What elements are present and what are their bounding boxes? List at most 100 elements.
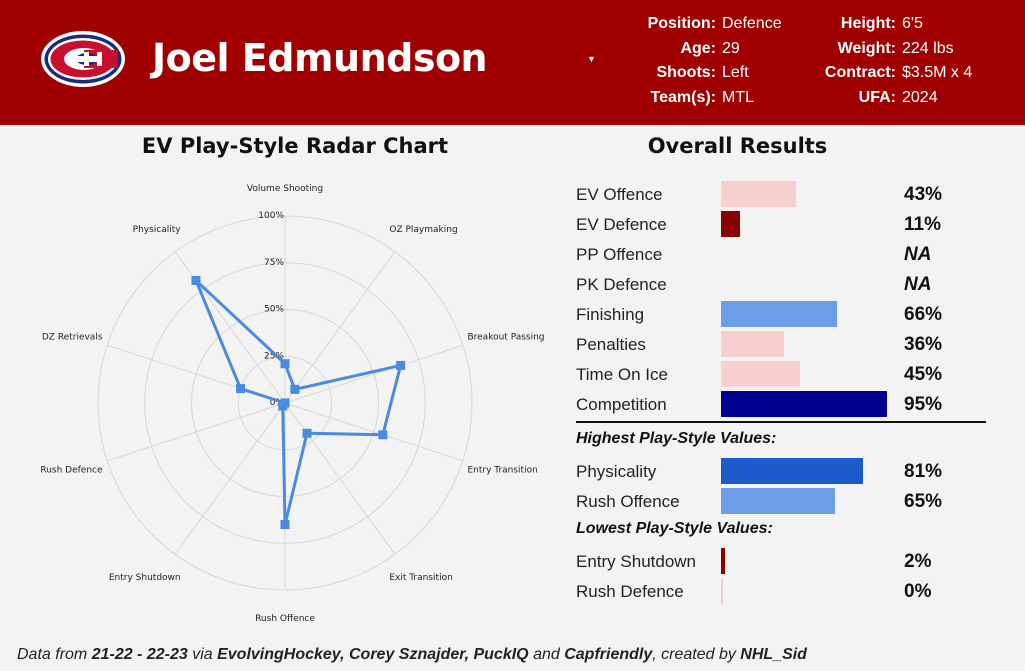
radar-data-point [396,360,406,370]
results-row-value: 0% [904,581,932,602]
age-value: 29 [722,39,740,57]
footer-text-1: Data from [17,646,92,663]
radar-axis-label: Physicality [133,225,182,235]
contract-value: $3.5M x 4 [902,64,973,81]
results-row-label: Penalties [576,335,646,354]
radar-tick-label: 0% [270,398,285,408]
results-bar [721,361,800,387]
radar-axis-label: DZ Retrievals [42,333,103,343]
footer-text-2: via [187,646,218,663]
results-row-label: Entry Shutdown [576,552,697,571]
ufa-label: UFA: [858,88,896,106]
radar-data-point [290,384,300,394]
radar-data-point [236,384,246,394]
player-bio-left: Position: Defence Age: 29 Shoots: Left Team… [620,12,782,110]
results-row: EV Defence 11% [576,210,986,240]
radar-data-point [280,520,290,530]
footer-seasons: 21-22 - 22-23 [91,646,188,663]
results-row: Penalties 36% [576,330,986,360]
footer-text-3: and [528,646,565,663]
results-bar [721,578,723,604]
results-section-heading: Highest Play-Style Values: [576,430,777,447]
results-bar [721,458,863,484]
radar-axis-label: OZ Playmaking [389,225,457,235]
results-row-label: Physicality [576,462,657,481]
radar-axis-label: Entry Shutdown [109,573,181,583]
results-row-value: 2% [904,551,932,572]
weight-value: 224 lbs [902,39,954,57]
results-row-value: 65% [904,491,943,512]
results-row-label: PP Offence [576,245,663,264]
results-row-value: 43% [904,184,943,205]
radar-spoke [284,402,396,555]
results-bar [721,181,797,207]
results-row: Competition 95% [576,390,986,420]
results-row-label: Finishing [576,305,645,324]
results-row-label: EV Offence [576,185,663,204]
results-row-value: 36% [904,334,943,355]
results-section-heading: Lowest Play-Style Values: [576,520,773,537]
player-header: Joel Edmundson ▼ Position: Defence Age: 29… [0,0,1025,125]
results-row: EV Offence 43% [576,180,986,210]
height-label: Height: [840,15,896,32]
teams-label: Team(s): [650,88,717,106]
results-row-label: EV Defence [576,215,667,234]
radar-tick-label: 75% [264,258,284,268]
position-value: Defence [722,15,782,32]
radar-spoke [284,344,464,404]
footer-text-4: , created by [652,646,741,663]
radar-axis-label: Rush Offence [255,614,315,624]
results-row: PK Defence NA [576,270,986,300]
results-bar [721,391,888,417]
results-divider [576,421,986,423]
results-bar [721,211,741,237]
radar-axis-label: Breakout Passing [467,333,544,343]
results-row: Finishing 66% [576,300,986,330]
footer-source-last: Capfriendly [564,646,653,663]
radar-spoke [106,402,286,462]
footer-credits: Data from 21-22 - 22-23 via EvolvingHock… [17,646,807,664]
age-label: Age: [680,39,716,57]
results-row-value: NA [904,274,932,295]
results-row-value: 81% [904,461,943,482]
results-row: PP Offence NA [576,240,986,270]
results-row: Rush Defence 0% [576,577,986,607]
radar-chart-title: EV Play-Style Radar Chart [141,134,449,158]
radar-tick-label: 100% [258,211,284,221]
height-value: 6'5 [902,15,923,32]
position-label: Position: [647,15,716,32]
contract-label: Contract: [824,64,896,81]
results-row-label: Time On Ice [576,365,668,384]
teams-value: MTL [722,88,754,106]
radar-series-line [194,278,403,527]
player-name: Joel Edmundson [152,36,488,80]
radar-data-point [280,398,290,408]
results-row-label: Rush Defence [576,582,684,601]
radar-tick-label: 50% [264,305,284,315]
results-row-value: 66% [904,304,943,325]
radar-data-point [280,359,290,369]
results-bar [721,301,837,327]
radar-axis-label: Rush Defence [40,465,103,475]
results-panel: EV Offence 43% EV Defence 11% PP Offence NA PK… [576,180,986,607]
results-title: Overall Results [647,134,828,158]
results-row-label: Competition [576,395,667,414]
radar-tick-label: 25% [264,351,284,361]
results-bar [721,488,835,514]
results-row: Time On Ice 45% [576,360,986,390]
results-row-value: 45% [904,364,943,385]
weight-label: Weight: [837,39,896,57]
results-row-value: 11% [904,214,941,235]
radar-axis-label: Entry Transition [467,465,537,475]
results-bar [721,331,784,357]
results-row-value: 95% [904,394,943,415]
player-bio-right: Height: 6'5 Weight: 224 lbs Contract: $3.5M… [800,12,972,110]
radar-chart: Volume Shooting OZ Playmaking Breakout Pas… [40,184,544,624]
player-select-dropdown-icon[interactable]: ▼ [587,54,596,64]
radar-axis-label: Volume Shooting [247,184,323,194]
radar-data-point [191,275,201,285]
radar-spoke [284,251,396,404]
shoots-label: Shoots: [656,64,716,81]
results-row-value: NA [904,244,932,265]
radar-data-point [302,428,312,438]
